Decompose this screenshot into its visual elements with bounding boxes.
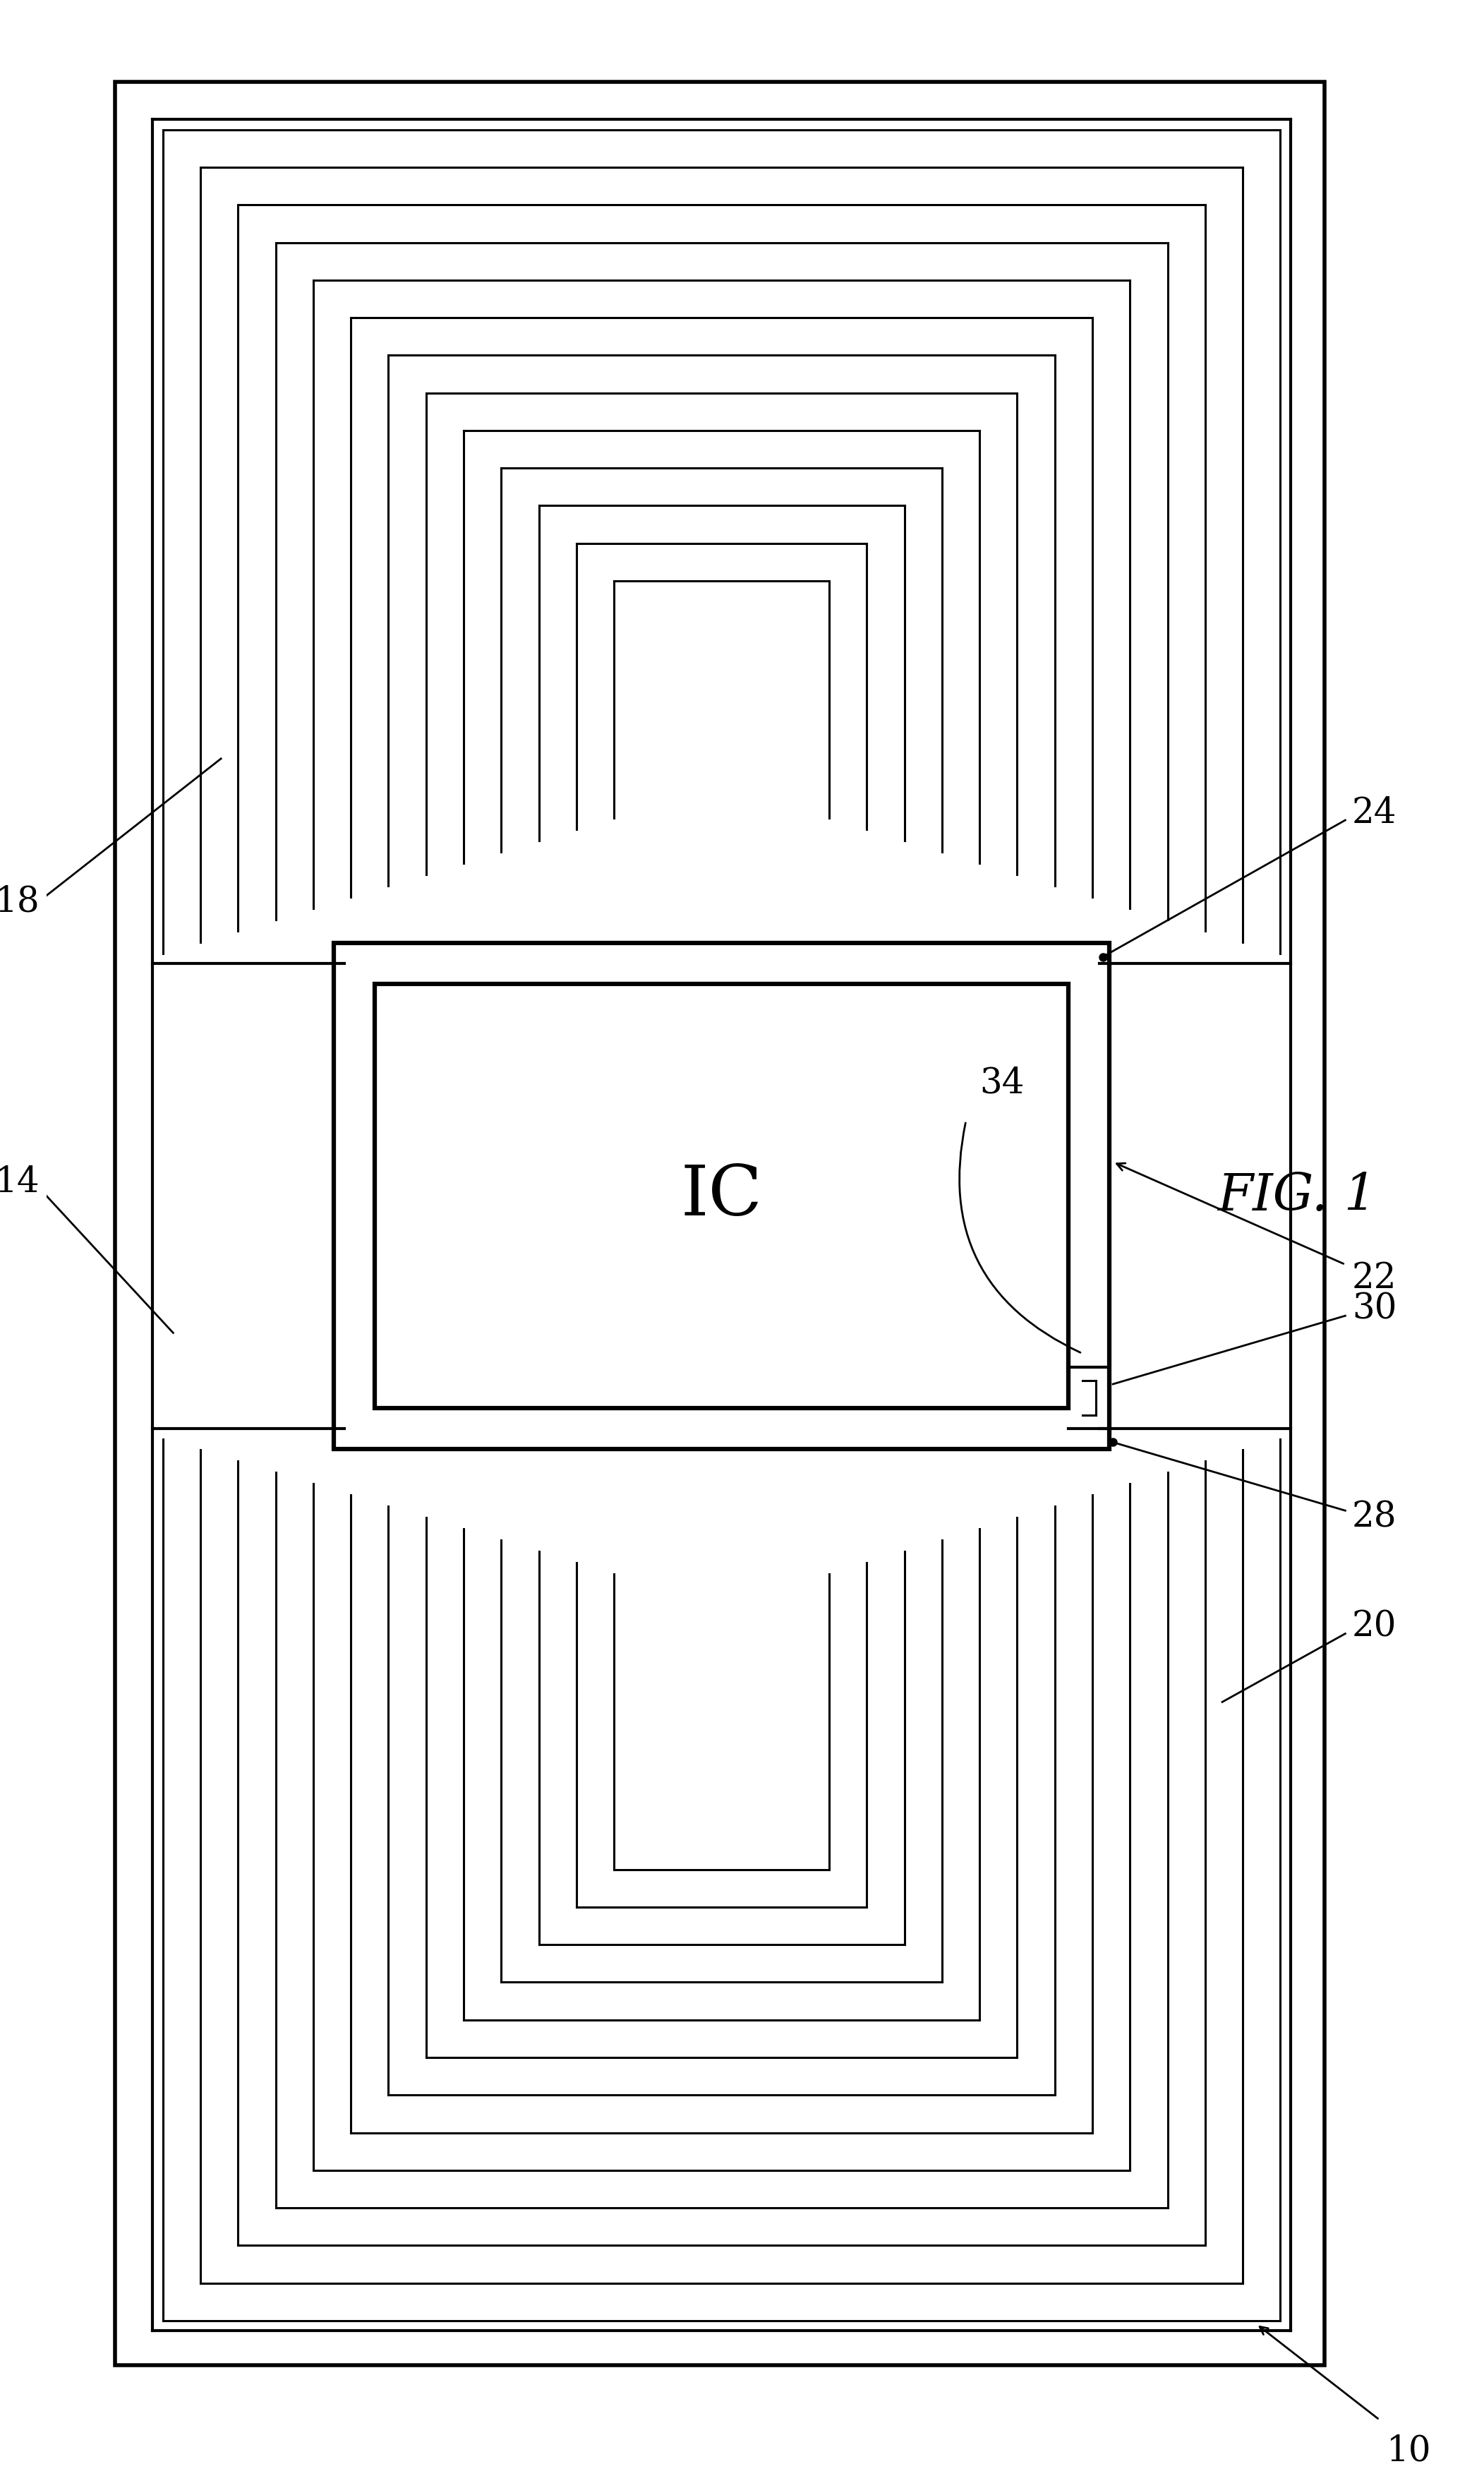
Bar [116, 82, 1325, 2366]
Text: 20: 20 [1352, 1610, 1396, 1645]
Text: FIG. 1: FIG. 1 [1217, 1172, 1377, 1222]
Text: 34: 34 [979, 1065, 1024, 1100]
Text: IC: IC [681, 1162, 763, 1229]
Bar [334, 943, 1110, 1448]
Text: 10: 10 [1386, 2433, 1431, 2468]
Text: 14: 14 [0, 1164, 40, 1199]
Text: 22: 22 [1352, 1261, 1396, 1296]
Text: 18: 18 [0, 886, 40, 921]
Text: 30: 30 [1352, 1291, 1396, 1326]
Bar [375, 985, 1068, 1408]
FancyArrowPatch shape [960, 1122, 1080, 1353]
Text: 28: 28 [1352, 1500, 1396, 1535]
Text: 24: 24 [1352, 796, 1396, 831]
